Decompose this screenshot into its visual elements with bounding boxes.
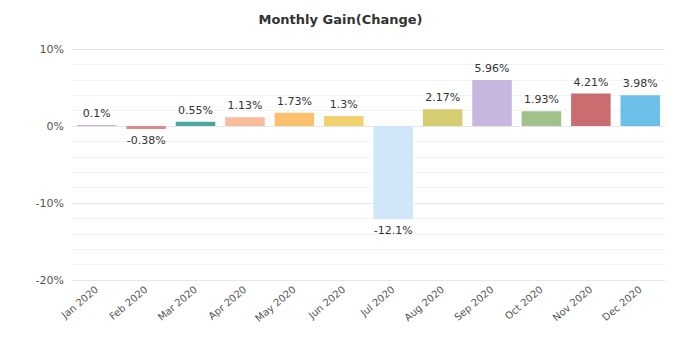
svg-text:Jul 2020: Jul 2020 [358, 284, 397, 319]
svg-text:Aug 2020: Aug 2020 [402, 284, 446, 323]
svg-text:Apr 2020: Apr 2020 [206, 284, 248, 322]
svg-text:10%: 10% [40, 43, 64, 56]
svg-text:0.1%: 0.1% [83, 107, 111, 120]
svg-text:Nov 2020: Nov 2020 [550, 284, 594, 323]
svg-text:1.13%: 1.13% [227, 99, 262, 112]
svg-text:Oct 2020: Oct 2020 [503, 284, 545, 322]
svg-text:Feb 2020: Feb 2020 [107, 284, 150, 322]
svg-text:-0.38%: -0.38% [127, 134, 166, 147]
svg-text:Jun 2020: Jun 2020 [306, 284, 348, 322]
svg-text:1.73%: 1.73% [277, 95, 312, 108]
svg-text:Jan 2020: Jan 2020 [59, 284, 101, 321]
svg-text:1.93%: 1.93% [524, 93, 559, 106]
svg-text:5.96%: 5.96% [475, 62, 510, 75]
svg-text:0.55%: 0.55% [178, 104, 213, 117]
svg-text:-20%: -20% [36, 274, 64, 287]
svg-text:-10%: -10% [36, 197, 64, 210]
svg-text:Mar 2020: Mar 2020 [156, 284, 199, 323]
svg-text:0%: 0% [47, 120, 64, 133]
svg-text:3.98%: 3.98% [623, 77, 658, 90]
svg-text:Dec 2020: Dec 2020 [600, 284, 644, 323]
svg-text:May 2020: May 2020 [253, 284, 298, 324]
svg-text:4.21%: 4.21% [573, 76, 608, 89]
svg-text:Monthly Gain(Change): Monthly Gain(Change) [258, 12, 422, 27]
svg-text:-12.1%: -12.1% [374, 224, 413, 237]
svg-text:1.3%: 1.3% [330, 98, 358, 111]
svg-text:Sep 2020: Sep 2020 [452, 284, 495, 323]
svg-text:2.17%: 2.17% [425, 91, 460, 104]
